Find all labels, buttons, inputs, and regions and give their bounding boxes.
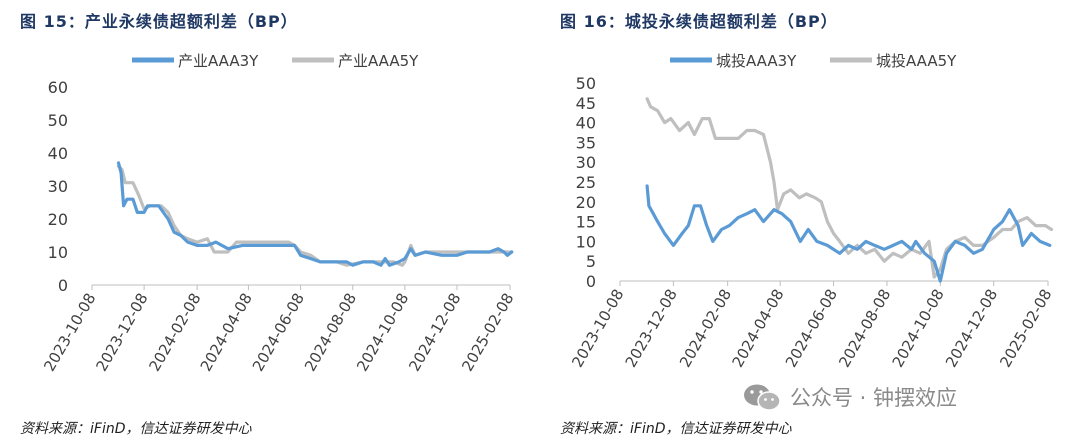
x-tick-label: 2024-04-08 — [728, 286, 787, 371]
y-tick-label: 0 — [58, 276, 68, 295]
chart-panel-right: 图 16：城投永续债超额利差（BP） 城投AAA3Y 城投AAA5Y 0 5 10 15 2… — [540, 0, 1080, 441]
chart-title: 图 16：城投永续债超额利差（BP） — [560, 12, 838, 31]
y-tick-label: 15 — [576, 213, 596, 232]
y-tick-label: 40 — [576, 114, 596, 133]
x-tick-label: 2024-12-08 — [942, 286, 1001, 371]
watermark-text: 公众号 · 钟摆效应 — [790, 386, 958, 410]
y-tick-label: 50 — [576, 74, 596, 93]
x-tick-label: 2023-10-08 — [40, 290, 99, 375]
series-line — [645, 97, 1054, 279]
x-tick-label: 2024-06-08 — [249, 290, 308, 375]
x-tick-label: 2024-04-08 — [197, 290, 256, 375]
y-tick-label: 40 — [48, 144, 68, 163]
legend-label: 产业AAA3Y — [178, 52, 259, 70]
chart-panel-left: 图 15：产业永续债超额利差（BP） 产业AAA3Y 产业AAA5Y 0 10 20 30… — [20, 12, 517, 437]
series-line — [116, 161, 514, 267]
source-note: 资料来源：iFinD，信达证券研发中心 — [20, 421, 252, 437]
x-tick-label: 2024-12-08 — [405, 290, 464, 375]
y-tick-label: 10 — [576, 232, 596, 251]
chart-title: 图 15：产业永续债超额利差（BP） — [20, 12, 298, 31]
watermark: 公众号 · 钟摆效应 — [742, 382, 957, 412]
legend-label: 城投AAA5Y — [876, 52, 957, 70]
legend-label: 产业AAA5Y — [338, 52, 419, 70]
wechat-icon — [744, 384, 781, 411]
y-tick-label: 20 — [48, 210, 68, 229]
y-tick-label: 50 — [48, 111, 68, 130]
source-note: 资料来源：iFinD，信达证券研发中心 — [560, 421, 792, 437]
x-tick-label: 2023-12-08 — [92, 290, 151, 375]
y-tick-label: 60 — [48, 78, 68, 97]
x-tick-label: 2025-02-08 — [458, 290, 517, 375]
y-tick-label: 10 — [48, 243, 68, 262]
y-tick-label: 5 — [586, 252, 596, 271]
line-chart-industrial: 产业AAA3Y 产业AAA5Y01020304050602023-10-08202… — [40, 52, 517, 375]
y-tick-label: 30 — [48, 177, 68, 196]
x-tick-label: 2023-10-08 — [568, 286, 627, 371]
legend-label: 城投AAA3Y — [716, 52, 797, 70]
x-tick-label: 2024-08-08 — [835, 286, 894, 371]
y-tick-label: 20 — [576, 193, 596, 212]
x-tick-label: 2024-08-08 — [301, 290, 360, 375]
x-tick-label: 2024-10-08 — [353, 290, 412, 375]
series-line — [116, 164, 514, 267]
y-tick-label: 0 — [586, 272, 596, 291]
x-tick-label: 2023-12-08 — [622, 286, 681, 371]
x-tick-label: 2024-06-08 — [782, 286, 841, 371]
y-tick-label: 45 — [576, 94, 596, 113]
y-tick-label: 30 — [576, 153, 596, 172]
x-tick-label: 2025-02-08 — [996, 286, 1055, 371]
x-tick-label: 2024-02-08 — [676, 286, 735, 371]
series-line — [645, 184, 1052, 283]
x-tick-label: 2024-02-08 — [145, 290, 204, 375]
x-tick-label: 2024-10-08 — [889, 286, 948, 371]
y-tick-label: 25 — [576, 173, 596, 192]
y-tick-label: 35 — [576, 133, 596, 152]
